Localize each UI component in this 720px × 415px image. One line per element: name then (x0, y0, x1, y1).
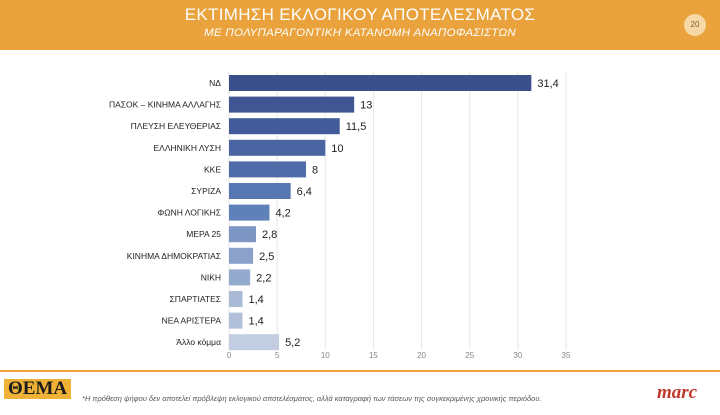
footnote: *Η πρόθεση ψήφου δεν αποτελεί πρόβλεψη ε… (82, 394, 542, 403)
x-tick-label: 10 (321, 351, 330, 360)
bar (229, 139, 326, 156)
category-label: Άλλο κόμμα (176, 337, 221, 347)
category-label: ΝΙΚΗ (201, 272, 221, 282)
bar (229, 269, 251, 286)
publication-logo: ΘΕΜΑ (4, 379, 72, 399)
category-label: ΠΑΣΟΚ – ΚΙΝΗΜΑ ΑΛΛΑΓΗΣ (109, 100, 221, 110)
value-label: 2,8 (262, 229, 277, 241)
value-label: 1,4 (248, 316, 263, 328)
x-tick-label: 20 (417, 351, 426, 360)
bar (229, 161, 307, 178)
category-label: ΝΔ (209, 78, 221, 88)
header-band: ΕΚΤΙΜΗΣΗ ΕΚΛΟΓΙΚΟΥ ΑΠΟΤΕΛΕΣΜΑΤΟΣ ΜΕ ΠΟΛΥ… (0, 0, 720, 50)
x-tick-label: 25 (465, 351, 474, 360)
footer: ΘΕΜΑ *Η πρόθεση ψήφου δεν αποτελεί πρόβλ… (0, 370, 720, 415)
value-label: 6,4 (297, 186, 312, 198)
category-label: ΦΩΝΗ ΛΟΓΙΚΗΣ (157, 208, 221, 218)
bar (229, 75, 532, 91)
x-tick-label: 5 (275, 351, 280, 360)
value-label: 13 (360, 100, 372, 112)
bar (229, 96, 355, 113)
bar (229, 291, 243, 307)
pollster-logo: marc (657, 382, 698, 403)
value-label: 2,2 (256, 272, 271, 284)
bar (229, 334, 280, 351)
value-label: 1,4 (248, 294, 263, 306)
value-label: 11,5 (346, 121, 367, 133)
category-label: ΠΛΕΥΣΗ ΕΛΕΥΘΕΡΙΑΣ (131, 121, 221, 131)
bar-chart: 0 5 10 15 20 25 30 35 ΝΔ 31,4 ΠΑΣΟΚ – ΚΙΝΗΜΑ ΑΛΛΑΓ… (109, 71, 571, 360)
category-label: ΣΥΡΙΖΑ (191, 186, 221, 196)
category-label: ΣΠΑΡΤΙΑΤΕΣ (170, 294, 221, 304)
bar (229, 312, 243, 329)
category-label: ΚΙΝΗΜΑ ΔΗΜΟΚΡΑΤΙΑΣ (127, 251, 221, 261)
category-label: ΜΕΡΑ 25 (186, 229, 221, 239)
category-label: ΝΕΑ ΑΡΙΣΤΕΡΑ (162, 316, 222, 326)
bar (229, 226, 256, 243)
category-label: ΚΚΕ (204, 164, 221, 174)
chart-subtitle: ΜΕ ΠΟΛΥΠΑΡΑΓΟΝΤΙΚΗ ΚΑΤΑΝΟΜΗ ΑΝΑΠΟΦΑΣΙΣΤΩ… (203, 27, 517, 39)
value-label: 4,2 (275, 208, 290, 220)
bar (229, 118, 340, 135)
x-tick-label: 30 (513, 351, 522, 360)
value-label: 8 (312, 164, 318, 176)
x-tick-label: 0 (227, 351, 232, 360)
value-label: 5,2 (285, 337, 300, 349)
chart-title: ΕΚΤΙΜΗΣΗ ΕΚΛΟΓΙΚΟΥ ΑΠΟΤΕΛΕΣΜΑΤΟΣ (184, 5, 536, 24)
bar (229, 183, 291, 199)
value-label: 31,4 (537, 78, 558, 90)
x-tick-label: 35 (562, 351, 571, 360)
bar (229, 247, 254, 264)
value-label: 10 (331, 143, 343, 155)
bar (229, 204, 270, 221)
x-tick-label: 15 (369, 351, 378, 360)
page-number-badge: 20 (684, 14, 706, 36)
category-label: ΕΛΛΗΝΙΚΗ ΛΥΣΗ (154, 143, 221, 153)
value-label: 2,5 (259, 251, 274, 263)
